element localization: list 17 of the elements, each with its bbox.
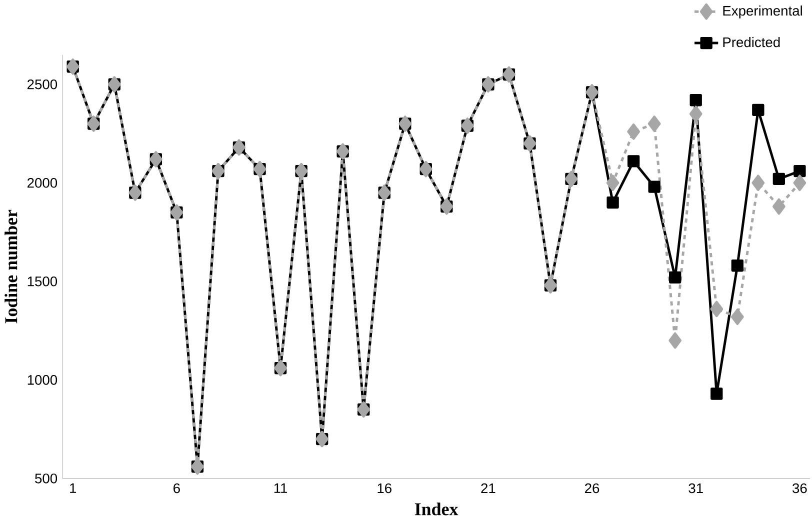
x-tick-label: 26 [585,483,600,494]
y-tick-label: 2000 [28,178,58,188]
x-tick-label: 31 [688,483,703,494]
x-tick-label: 6 [174,483,180,494]
y-tick-label: 1000 [28,375,58,385]
legend-label: Experimental [723,6,802,18]
y-tick-label: 1500 [28,276,58,286]
y-tick-label: 2500 [28,80,58,90]
x-axis-title: Index [414,502,458,516]
y-tick-label: 500 [35,474,58,484]
x-tick-label: 36 [792,483,807,494]
y-axis-title: Iodine number [4,210,18,324]
x-tick-label: 16 [378,483,392,494]
x-tick-label: 21 [481,483,496,494]
x-tick-label: 1 [70,483,76,493]
legend-label: Predicted [723,37,780,48]
x-tick-label: 11 [274,483,288,493]
